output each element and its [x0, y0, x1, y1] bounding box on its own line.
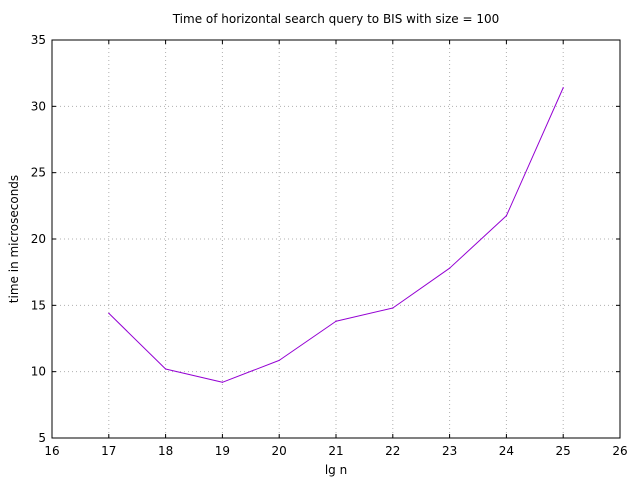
data-point	[505, 215, 507, 217]
data-point	[335, 320, 337, 322]
chart-title: Time of horizontal search query to BIS w…	[172, 12, 500, 26]
y-tick-label: 20	[31, 232, 46, 246]
data-point	[562, 87, 564, 89]
x-tick-label: 23	[442, 444, 457, 458]
y-axis-label: time in microseconds	[7, 175, 21, 303]
x-tick-label: 26	[612, 444, 627, 458]
x-tick-label: 19	[215, 444, 230, 458]
x-tick-label: 22	[385, 444, 400, 458]
x-tick-label: 25	[556, 444, 571, 458]
data-point	[392, 307, 394, 309]
grid	[52, 40, 620, 438]
y-tick-label: 30	[31, 99, 46, 113]
x-axis-label: lg n	[325, 463, 347, 477]
x-tick-label: 18	[158, 444, 173, 458]
y-tick-label: 25	[31, 166, 46, 180]
data-point	[449, 267, 451, 269]
x-tick-label: 20	[272, 444, 287, 458]
data-point	[221, 381, 223, 383]
x-tick-label: 24	[499, 444, 514, 458]
x-tick-label: 17	[101, 444, 116, 458]
y-tick-label: 10	[31, 365, 46, 379]
x-tick-label: 16	[44, 444, 59, 458]
series-layer	[108, 87, 564, 383]
x-tick-label: 21	[328, 444, 343, 458]
data-point	[278, 359, 280, 361]
data-point	[108, 312, 110, 314]
y-tick-label: 15	[31, 298, 46, 312]
y-tick-label: 5	[38, 431, 46, 445]
y-tick-label: 35	[31, 33, 46, 47]
data-point	[165, 368, 167, 370]
ticks: 16 17 18 19 20 21 22 23 24 25 26 5 10 15 20 25 30 35	[31, 33, 628, 458]
